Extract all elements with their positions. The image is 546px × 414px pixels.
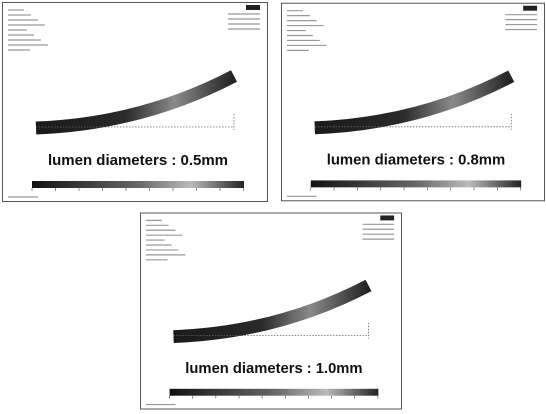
panel: lumen diameters : 1.0mm (140, 211, 402, 411)
panel-caption: lumen diameters : 0.5mm (48, 152, 228, 169)
logo (523, 5, 538, 11)
beam (35, 70, 238, 135)
color-bar (169, 388, 379, 396)
logo (246, 5, 260, 10)
panel-caption: lumen diameters : 0.8mm (327, 153, 506, 169)
panel-border (281, 2, 545, 202)
beam (173, 279, 372, 344)
logo (380, 215, 395, 221)
panel-border (2, 2, 268, 202)
beam (314, 70, 515, 135)
color-bar (32, 181, 244, 188)
color-bar (310, 180, 522, 188)
panel: lumen diameters : 0.5mm (2, 2, 268, 202)
panel-border (140, 212, 402, 410)
panel: lumen diameters : 0.8mm (281, 2, 545, 202)
panel-caption: lumen diameters : 1.0mm (185, 361, 362, 377)
